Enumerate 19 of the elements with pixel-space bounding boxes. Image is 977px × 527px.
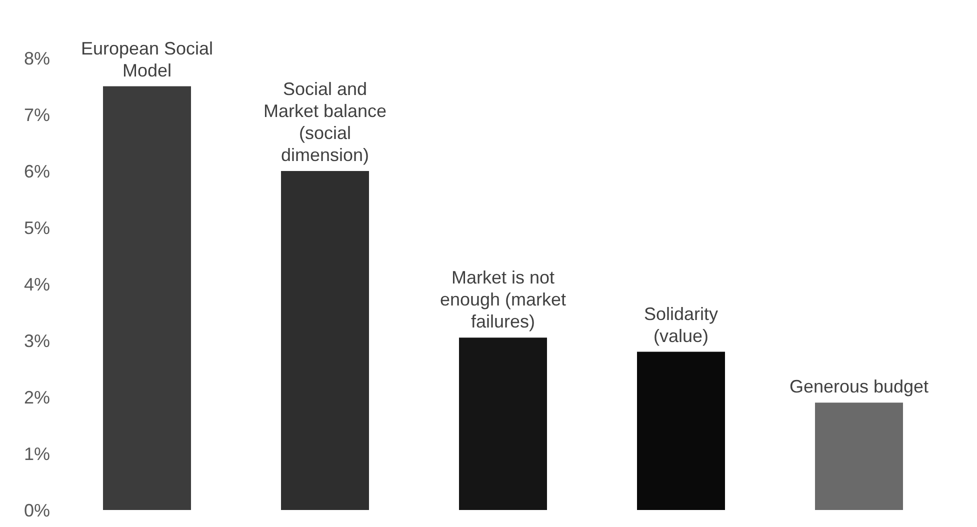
bar [637,352,725,510]
bar [281,171,369,510]
y-tick-label: 4% [24,274,50,294]
y-tick-label: 8% [24,48,50,68]
y-tick-label: 5% [24,218,50,238]
y-tick-label: 3% [24,330,50,351]
bar [815,402,903,510]
bar [459,338,547,510]
x-tick-label: Market is not enough (market failures) [440,268,566,332]
y-tick-label: 1% [24,444,50,464]
x-tick-label: European Social Model [80,38,214,80]
y-tick-label: 2% [24,387,50,408]
x-tick-label: Solidarity (value) [644,304,718,346]
x-tick-label: Generous budget [789,376,929,397]
y-tick-label: 6% [24,161,50,182]
y-tick-label: 7% [24,104,50,125]
y-tick-label: 0% [24,500,50,520]
bar [103,86,191,510]
x-tick-label: Social and Market balance (social dimension) [263,79,387,165]
